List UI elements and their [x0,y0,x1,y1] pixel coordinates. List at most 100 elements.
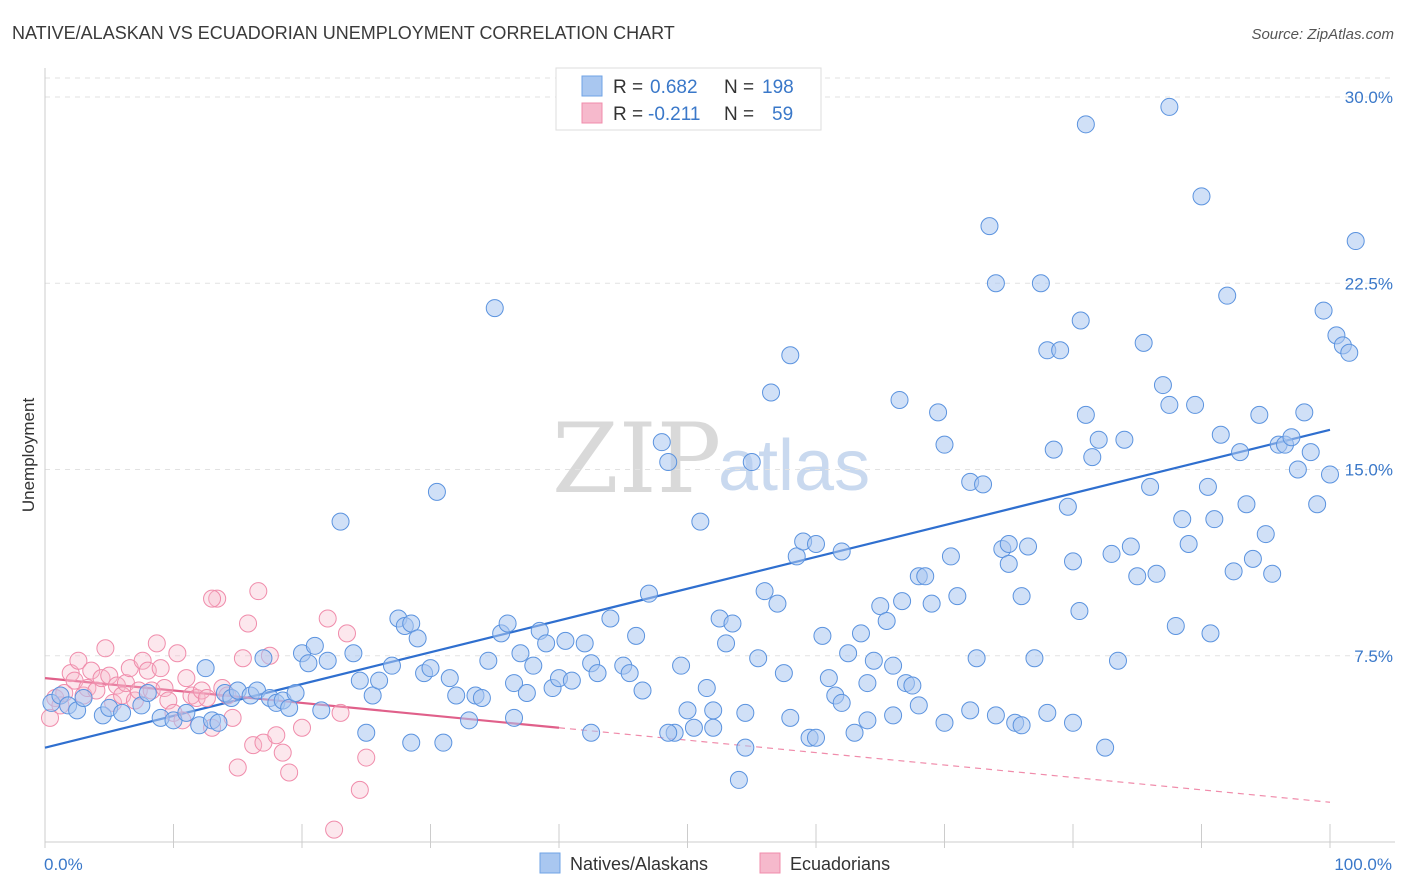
data-point-natives [909,696,928,715]
data-point-natives [652,433,671,452]
data-point-natives [402,733,421,752]
data-point-natives [1141,477,1160,496]
data-point-natives [196,659,215,678]
data-point-natives [742,453,761,472]
data-point-natives [678,701,697,720]
y-tick-label: 30.0% [1345,88,1393,107]
data-point-natives [408,629,427,648]
data-point-ecuadorians [203,589,222,608]
data-point-natives [922,594,941,613]
data-point-ecuadorians [100,666,119,685]
data-point-ecuadorians [239,614,258,633]
data-point-ecuadorians [337,624,356,643]
y-tick-labels: 7.5% 15.0% 22.5% 30.0% [1345,88,1393,666]
data-point-ecuadorians [280,763,299,782]
data-point-natives [588,664,607,683]
data-point-natives [402,614,421,633]
data-point-natives [691,512,710,531]
legend-n-label-natives: N = [724,77,754,98]
data-point-natives [1031,274,1050,293]
data-point-natives [1295,403,1314,422]
grid [45,77,1395,657]
data-point-natives [929,403,948,422]
data-point-natives [986,706,1005,725]
data-point-natives [318,651,337,670]
watermark-zip: ZIP [552,403,721,515]
data-point-natives [749,649,768,668]
data-point-natives [1160,395,1179,414]
data-point-natives [382,656,401,675]
data-point-natives [434,733,453,752]
bottom-legend-ecuadorians: Ecuadorians [790,854,890,874]
data-point-natives [916,567,935,586]
data-point-natives [807,728,825,747]
data-point-natives [460,711,479,730]
data-point-natives [704,701,723,720]
data-point-natives [1076,405,1095,424]
data-point-natives [1025,649,1044,668]
data-point-natives [1231,443,1250,462]
data-point-natives [1044,440,1063,459]
data-point-natives [1102,544,1121,563]
data-point-natives [819,669,838,688]
data-point-ecuadorians [249,582,268,601]
data-point-natives [312,701,331,720]
data-point-ecuadorians [293,718,311,737]
y-tick-label: 22.5% [1345,274,1393,293]
data-point-natives [941,547,960,566]
data-point-ecuadorians [82,661,101,680]
data-point-natives [787,547,806,566]
data-point-natives [1128,567,1147,586]
data-point-natives [74,688,93,707]
data-point-ecuadorians [96,639,115,658]
data-point-natives [427,482,446,501]
data-point-natives [1256,525,1275,544]
data-point-natives [440,669,459,688]
data-point-natives [479,651,498,670]
data-point-ecuadorians [267,726,286,745]
data-point-ecuadorians [197,688,216,707]
data-point-natives [884,706,903,725]
data-point-natives [447,686,466,705]
data-point-natives [1243,549,1262,568]
data-point-natives [357,723,376,742]
data-point-natives [967,649,986,668]
data-point-natives [672,656,691,675]
data-point-natives [1089,430,1108,449]
data-point-natives [575,634,594,653]
data-point-natives [505,708,524,727]
data-point-natives [472,688,491,707]
data-point-natives [986,274,1005,293]
data-point-natives [517,684,536,702]
data-point-natives [736,738,755,757]
data-point-natives [254,649,273,668]
data-point-natives [884,656,903,675]
data-point-natives [1058,497,1077,516]
data-point-natives [1179,535,1198,553]
data-point-natives [1121,537,1140,556]
data-point-natives [1321,465,1339,484]
data-point-natives [659,453,678,472]
data-point-natives [1064,713,1082,732]
data-point-natives [1083,448,1102,467]
data-point-natives [659,723,678,742]
data-point-ecuadorians [357,748,376,767]
data-point-ecuadorians [244,736,263,755]
data-point-natives [1218,286,1237,305]
data-point-natives [774,664,793,683]
data-point-ecuadorians [331,703,350,722]
y-axis-label: Unemployment [19,398,38,513]
bottom-legend-swatch-natives [539,852,561,874]
data-point-natives [177,703,196,722]
data-point-natives [639,584,658,603]
data-point-natives [858,674,877,693]
bottom-legend-natives: Natives/Alaskans [570,854,708,874]
data-point-natives [1071,311,1090,330]
data-point-natives [1096,738,1115,757]
data-point-natives [974,475,993,494]
data-point-natives [684,718,703,737]
data-point-natives [562,671,581,690]
data-point-natives [755,582,774,601]
data-point-natives [980,217,999,236]
data-point-ecuadorians [273,743,292,762]
